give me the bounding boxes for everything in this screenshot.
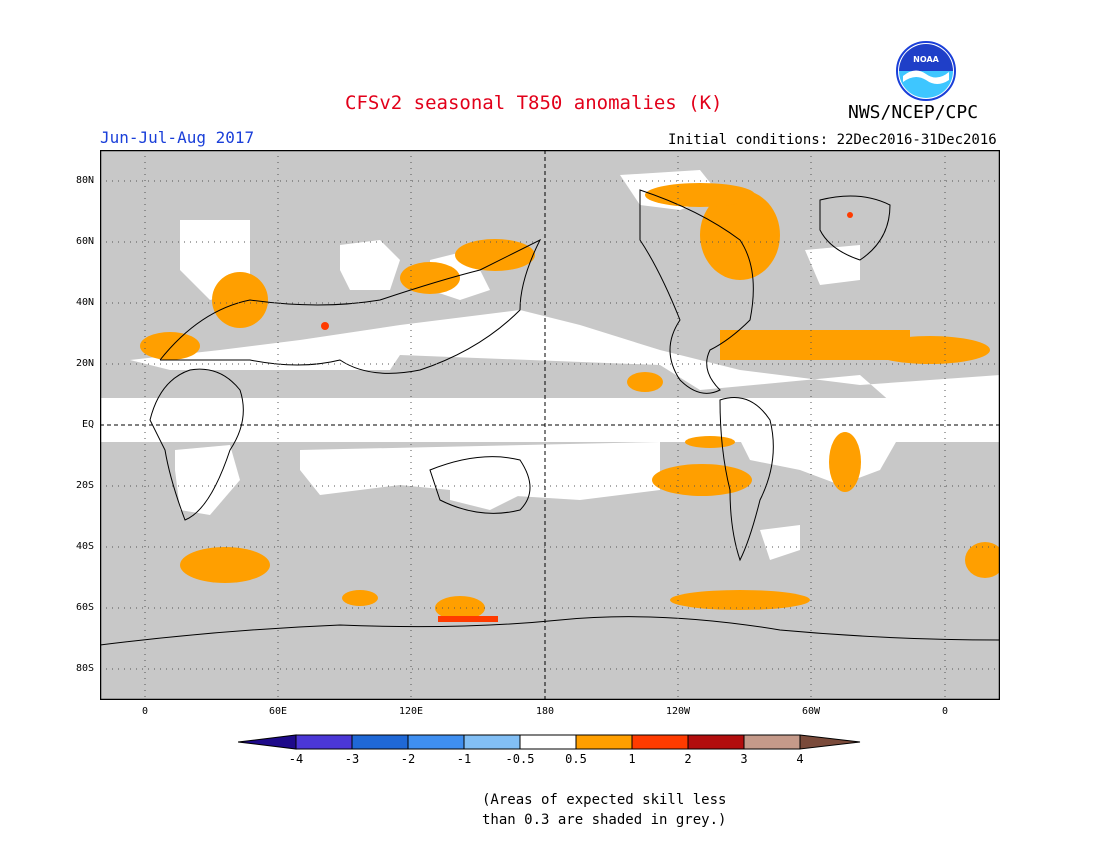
colorbar: [238, 734, 861, 750]
anomaly-arabia-east: [870, 336, 990, 364]
world-map: [100, 150, 1000, 700]
lat-label: 40N: [75, 297, 94, 308]
lat-label: 20N: [75, 358, 94, 369]
colorbar-label: 2: [684, 752, 692, 766]
north-america-coast: [639, 189, 754, 394]
lon-label: 0: [941, 706, 949, 717]
anomaly-canada-arctic: [645, 183, 755, 207]
colorbar-segment: [743, 734, 801, 750]
australia-coast: [429, 456, 531, 514]
anomaly-east-pacific: [627, 372, 663, 392]
footnote-line-2: than 0.3 are shaded in grey.): [482, 812, 727, 828]
colorbar-label: -3: [344, 752, 360, 766]
map-title: CFSv2 seasonal T850 anomalies (K): [345, 92, 723, 114]
greenland-coast: [819, 195, 891, 261]
footnote-line-1: (Areas of expected skill less: [482, 792, 727, 808]
colorbar-segment: [238, 734, 297, 750]
colorbar-label: -2: [400, 752, 416, 766]
anomaly-kerguelen: [342, 590, 378, 606]
anomaly-0-5-1-regions: [140, 183, 1000, 620]
colorbar-label: 1: [628, 752, 636, 766]
logo-text: NOAA: [913, 55, 939, 64]
colorbar-segment: [631, 734, 689, 750]
colorbar-segment: [575, 734, 633, 750]
agency-label: NWS/NCEP/CPC: [848, 102, 979, 123]
anomaly-mongolia: [400, 262, 460, 294]
anomaly-brazil: [829, 432, 861, 492]
tropical-north-band: [130, 310, 1000, 410]
anomaly-south-atlantic: [965, 542, 1000, 578]
colorbar-label: 0.5: [565, 752, 587, 766]
colorbar-segment: [295, 734, 353, 750]
anomaly-greenland-red: [847, 212, 853, 218]
season-label: Jun-Jul-Aug 2017: [100, 128, 255, 147]
colorbar-label: 3: [740, 752, 748, 766]
lon-label: 60E: [268, 706, 288, 717]
reference-lines: [100, 150, 1000, 700]
equatorial-band: [100, 398, 1000, 442]
anomaly-south-pacific: [652, 464, 752, 496]
graticule: [100, 150, 1000, 700]
colorbar-segment: [407, 734, 465, 750]
colorbar-segment: [799, 734, 861, 750]
anomaly-drake: [670, 590, 810, 610]
anomaly-1-2-regions: [321, 212, 853, 622]
anomaly-tibet-red: [321, 322, 329, 330]
lat-label: 80N: [75, 175, 94, 186]
anomaly-north-africa: [140, 332, 200, 360]
colorbar-label: -4: [288, 752, 304, 766]
colorbar-segment: [687, 734, 745, 750]
lat-label: 20S: [75, 480, 94, 491]
colorbar-segment: [463, 734, 521, 750]
colorbar-label: -1: [456, 752, 472, 766]
anomaly-equatorial-pacific: [685, 436, 735, 448]
lat-label: 60N: [75, 236, 94, 247]
lat-label: 80S: [75, 663, 94, 674]
anomaly-europe: [212, 272, 268, 328]
coastlines: [100, 189, 1000, 646]
anomaly-east-siberia: [455, 239, 535, 271]
canada-white: [805, 245, 860, 285]
lon-label: 0: [141, 706, 149, 717]
eurasia-coast: [159, 238, 542, 374]
anomaly-antarctic-red: [438, 616, 498, 622]
central-asia-white: [340, 240, 400, 290]
colorbar-segment: [519, 734, 577, 750]
anomaly-north-atlantic: [700, 190, 780, 280]
australia-white: [450, 455, 520, 510]
colorbar-segment: [351, 734, 409, 750]
lon-label: 60W: [801, 706, 821, 717]
south-america-coast: [719, 397, 774, 562]
africa-coast: [149, 368, 244, 521]
lat-label: 60S: [75, 602, 94, 613]
map-frame: [100, 150, 1000, 700]
south-africa-white: [175, 445, 240, 515]
anomaly-south-indian: [180, 547, 270, 583]
lon-label: 120E: [398, 706, 424, 717]
south-america-white: [740, 435, 900, 485]
lon-label: 180: [535, 706, 555, 717]
lon-label: 120W: [665, 706, 691, 717]
lat-label: EQ: [81, 419, 94, 430]
antarctica-coast: [100, 616, 1000, 646]
patagonia-white: [760, 525, 800, 560]
initial-conditions-label: Initial conditions: 22Dec2016-31Dec2016: [668, 132, 997, 148]
white-regions: [100, 170, 1000, 560]
colorbar-label: -0.5: [505, 752, 535, 766]
colorbar-label: 4: [796, 752, 804, 766]
noaa-logo: NOAA: [896, 41, 956, 101]
lat-label: 40S: [75, 541, 94, 552]
